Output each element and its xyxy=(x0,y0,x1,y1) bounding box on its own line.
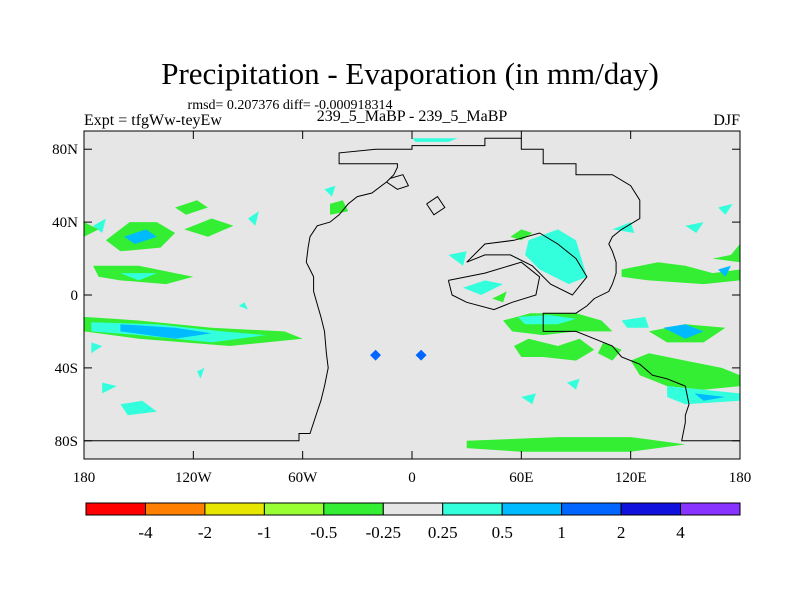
contour-region-16 xyxy=(324,185,336,197)
contour-region-34 xyxy=(694,393,726,401)
colorbar-boxes xyxy=(85,502,741,516)
coastline-3 xyxy=(447,261,541,311)
colorbar-label-8: 2 xyxy=(617,523,626,542)
colorbar-label-6: 0.5 xyxy=(492,523,513,542)
colorbar-label-2: -1 xyxy=(257,523,271,542)
coastlines xyxy=(84,137,740,442)
contour-region-23 xyxy=(463,280,504,295)
x-tick-label-2: 60W xyxy=(288,470,318,486)
contour-region-42 xyxy=(521,393,536,405)
contour-region-39 xyxy=(685,222,704,233)
contour-region-12 xyxy=(91,342,103,354)
colorbar-label-9: 4 xyxy=(676,523,685,542)
contour-region-44 xyxy=(238,302,248,310)
contour-region-14 xyxy=(102,382,117,394)
colorbar-label-7: 1 xyxy=(557,523,566,542)
contour-region-15 xyxy=(330,200,349,215)
y-tick-label-1: 40N xyxy=(52,215,78,231)
contour-region-43 xyxy=(566,378,580,390)
contour-region-35 xyxy=(621,262,740,285)
coastline-0 xyxy=(84,137,740,442)
contour-region-20 xyxy=(510,229,533,241)
chart-title: Precipitation - Evaporation (in mm/day) xyxy=(161,56,659,91)
contour-region-22 xyxy=(448,251,467,266)
season-label: DJF xyxy=(713,112,740,129)
contour-region-30 xyxy=(663,324,704,339)
y-tick-label-2: 0 xyxy=(71,288,79,304)
map-background xyxy=(84,131,740,459)
contour-region-21 xyxy=(525,229,587,285)
x-tick-label-3: 0 xyxy=(408,470,416,486)
coastline-4 xyxy=(466,232,588,296)
colorbar-labels: -4 -2 -1 -0.5 -0.25 0.25 0.5 1 2 4 xyxy=(138,523,685,542)
contour-region-32 xyxy=(630,353,740,390)
colorbar-box-10 xyxy=(680,502,741,516)
colorbar-label-1: -2 xyxy=(198,523,212,542)
colorbar-box-3 xyxy=(263,502,325,516)
stats-line: rmsd= 0.207376 diff= -0.000918314 xyxy=(188,98,393,113)
contour-region-13 xyxy=(120,400,157,416)
contour-region-45 xyxy=(197,367,205,379)
contour-region-8 xyxy=(120,273,157,281)
x-tick-label-0: 180 xyxy=(73,470,96,486)
colorbar-label-4: -0.25 xyxy=(366,523,401,542)
coastline-2 xyxy=(426,195,446,216)
contour-region-27 xyxy=(514,338,595,361)
colorbar-box-5 xyxy=(382,502,444,516)
colorbar-box-1 xyxy=(145,502,206,516)
y-axis: 80N 40N 0 40S 80S xyxy=(52,142,740,450)
x-tick-label-1: 120W xyxy=(175,470,213,486)
x-axis: 180 120W 60W 0 60E 120E 180 xyxy=(73,131,752,486)
contour-region-2 xyxy=(93,218,106,233)
colorbar-box-4 xyxy=(323,502,384,516)
colorbar-box-2 xyxy=(204,502,265,516)
colorbar: -4 -2 -1 -0.5 -0.25 0.25 0.5 1 2 4 xyxy=(85,502,741,542)
contour-region-26 xyxy=(517,315,576,325)
contour-region-40 xyxy=(718,203,733,215)
colorbar-box-9 xyxy=(620,502,682,516)
contour-region-3 xyxy=(84,222,99,237)
contour-region-31 xyxy=(621,316,649,328)
contour-region-11 xyxy=(120,324,212,339)
x-tick-label-4: 60E xyxy=(509,470,533,486)
y-tick-label-0: 80N xyxy=(52,142,78,158)
colorbar-label-5: 0.25 xyxy=(428,523,458,542)
contour-region-5 xyxy=(175,200,208,215)
contour-region-36 xyxy=(712,244,740,263)
colorbar-box-0 xyxy=(85,502,146,516)
coastline-1 xyxy=(386,174,410,190)
colorbar-box-7 xyxy=(501,502,563,516)
contour-region-24 xyxy=(492,291,507,303)
contour-region-6 xyxy=(248,211,259,226)
contour-region-1 xyxy=(124,229,157,244)
contour-region-28 xyxy=(597,342,622,361)
x-tick-label-6: 180 xyxy=(729,470,752,486)
experiment-label: Expt = tfgWw-teyEw xyxy=(84,112,222,129)
contour-region-4 xyxy=(184,218,234,237)
x-tick-label-5: 120E xyxy=(615,470,647,486)
colorbar-label-3: -0.5 xyxy=(310,523,337,542)
contour-region-18 xyxy=(370,349,381,361)
contour-region-37 xyxy=(718,265,731,277)
period-label: 239_5_MaBP - 239_5_MaBP xyxy=(317,108,508,125)
contour-region-19 xyxy=(415,349,427,361)
colorbar-label-0: -4 xyxy=(138,523,153,542)
colorbar-box-6 xyxy=(442,502,503,516)
y-tick-label-4: 80S xyxy=(55,434,78,450)
contour-region-41 xyxy=(466,437,686,452)
contour-region-17 xyxy=(412,138,458,142)
map-plot: 180 120W 60W 0 60E 120E 180 80N 40N 0 40S 80S xyxy=(52,130,752,486)
contour-fills xyxy=(84,138,740,452)
y-tick-label-3: 40S xyxy=(55,361,78,377)
colorbar-box-8 xyxy=(561,502,622,516)
